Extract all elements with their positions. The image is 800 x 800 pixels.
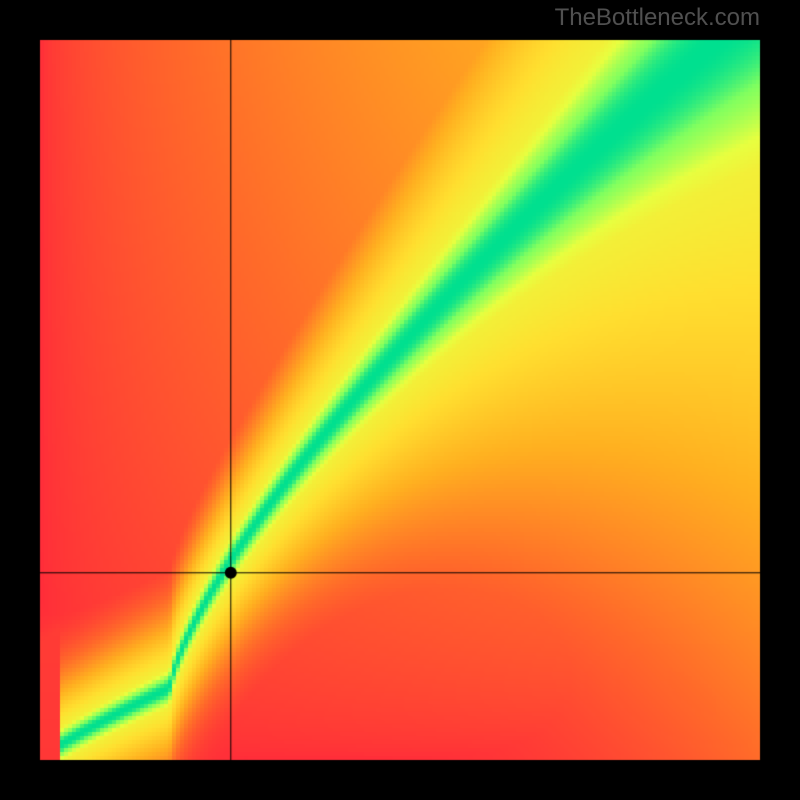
- watermark-text: TheBottleneck.com: [555, 4, 760, 32]
- chart-container: TheBottleneck.com: [0, 0, 800, 800]
- heatmap-canvas: [0, 0, 800, 800]
